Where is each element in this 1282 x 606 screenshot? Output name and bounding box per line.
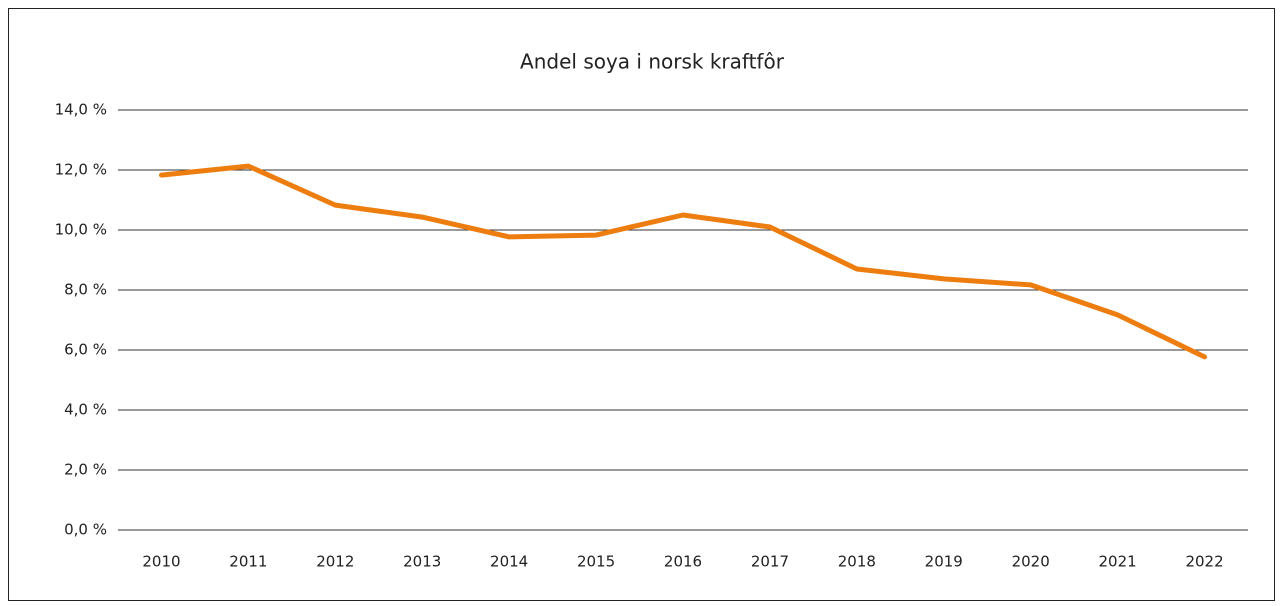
x-tick-label: 2012 (316, 553, 354, 571)
y-tick-label: 12,0 % (55, 161, 107, 179)
x-tick-label: 2022 (1185, 553, 1223, 571)
x-tick-label: 2021 (1099, 553, 1137, 571)
chart-border (8, 8, 1275, 601)
x-tick-label: 2014 (490, 553, 528, 571)
x-tick-label: 2013 (403, 553, 441, 571)
x-tick-label: 2011 (229, 553, 267, 571)
y-tick-label: 6,0 % (64, 341, 107, 359)
x-tick-label: 2016 (664, 553, 702, 571)
y-tick-label: 8,0 % (64, 281, 107, 299)
x-tick-label: 2020 (1012, 553, 1050, 571)
x-tick-label: 2015 (577, 553, 615, 571)
y-tick-label: 0,0 % (64, 521, 107, 539)
x-tick-label: 2010 (142, 553, 180, 571)
y-tick-label: 10,0 % (55, 221, 107, 239)
y-tick-label: 2,0 % (64, 461, 107, 479)
x-tick-label: 2017 (751, 553, 789, 571)
y-tick-label: 14,0 % (55, 101, 107, 119)
chart-title: Andel soya i norsk kraftfôr (520, 50, 785, 74)
y-tick-label: 4,0 % (64, 401, 107, 419)
x-tick-label: 2018 (838, 553, 876, 571)
x-tick-label: 2019 (925, 553, 963, 571)
data-line (158, 163, 1208, 360)
